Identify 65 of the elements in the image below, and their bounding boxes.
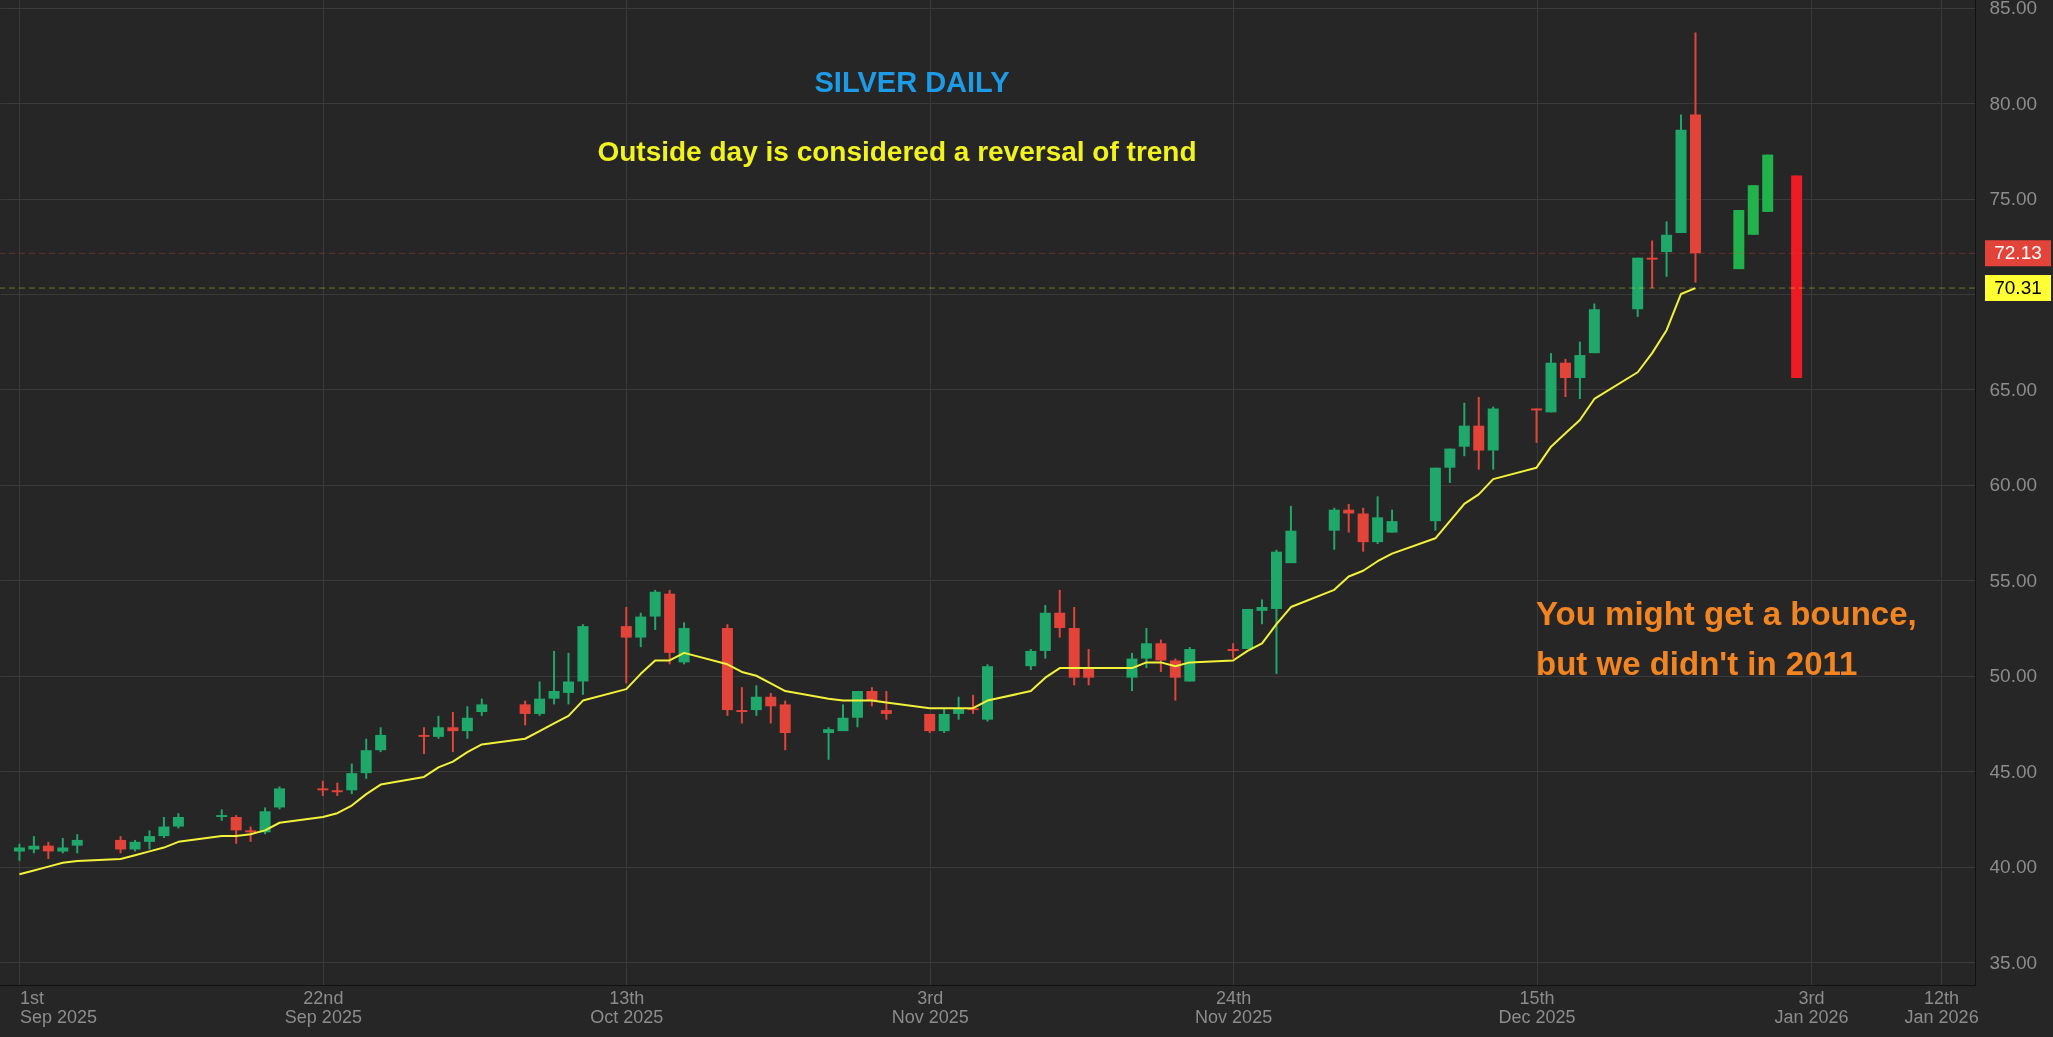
ref-line-label: 72.13 [1994,242,2042,264]
x-tick-label: 12th Jan 2026 [1904,987,1979,1027]
y-tick-label: 80.00 [1989,92,2038,114]
candlestick [620,606,632,685]
candlestick [1386,508,1398,534]
y-tick-label: 40.00 [1989,856,2038,878]
candlestick [765,691,777,725]
candlestick [823,726,835,761]
candlestick [548,649,560,706]
candlestick [1169,657,1181,702]
candlestick [1155,638,1167,673]
candlestick [230,814,242,845]
candlestick [1661,220,1673,278]
candlestick [1328,506,1340,551]
y-tick-label: 85.00 [1989,0,2038,19]
candlestick [1025,648,1037,672]
text: SILVER DAILY [814,66,1010,98]
candlestick [1256,598,1268,626]
candlestick [360,737,372,780]
candlestick [71,833,83,855]
y-tick-label: 45.00 [1989,760,2038,782]
candlestick [375,726,387,754]
candlestick [562,651,574,706]
candlestick [1083,648,1095,687]
candlestick [346,762,358,796]
candlestick [1559,357,1571,399]
candlestick [158,816,170,840]
x-tick-label: 13th Oct 2025 [590,987,664,1027]
candlestick [938,707,950,735]
x-tick-label: 24th Nov 2025 [1195,987,1273,1027]
candlestick [1140,627,1152,670]
y-tick-label: 50.00 [1989,665,2038,687]
candlestick [534,680,546,717]
y-tick-label: 60.00 [1989,474,2038,496]
y-tick-label: 55.00 [1989,569,2038,591]
candlestick [750,684,762,717]
x-tick-label: 1st Sep 2025 [19,987,98,1027]
candlestick [1646,239,1658,290]
x-tick-label: 15th Dec 2025 [1498,987,1576,1027]
candlestick [635,611,647,649]
candlestick [1458,401,1470,458]
text: Outside day is considered a reversal of trend [597,136,1197,167]
candlestick [143,829,155,851]
candlestick [432,714,444,740]
x-tick-label: 3rd Nov 2025 [891,987,969,1027]
y-tick-label: 75.00 [1989,188,2038,210]
candlestick [447,711,459,754]
x-tick-label: 3rd Jan 2026 [1774,987,1849,1027]
candlestick [1574,340,1586,400]
candlestick [418,726,430,756]
candlestick [1227,642,1239,660]
ref-line-label: 70.31 [1994,277,2042,299]
candlestick [461,705,473,740]
candlestick [1054,588,1066,639]
candlestick [880,690,892,721]
y-tick-label: 35.00 [1989,951,2038,973]
candlestick [274,785,286,811]
candlestick [519,699,531,727]
candlestick [837,703,849,733]
candlestick [1444,447,1456,484]
x-tick-label: 22nd Sep 2025 [284,987,362,1027]
y-tick-label: 65.00 [1989,378,2038,400]
annotation: You might get a bounce, but we didn't in 2011 [1536,595,1917,682]
candlestick [736,686,748,725]
candlestick [866,686,878,708]
